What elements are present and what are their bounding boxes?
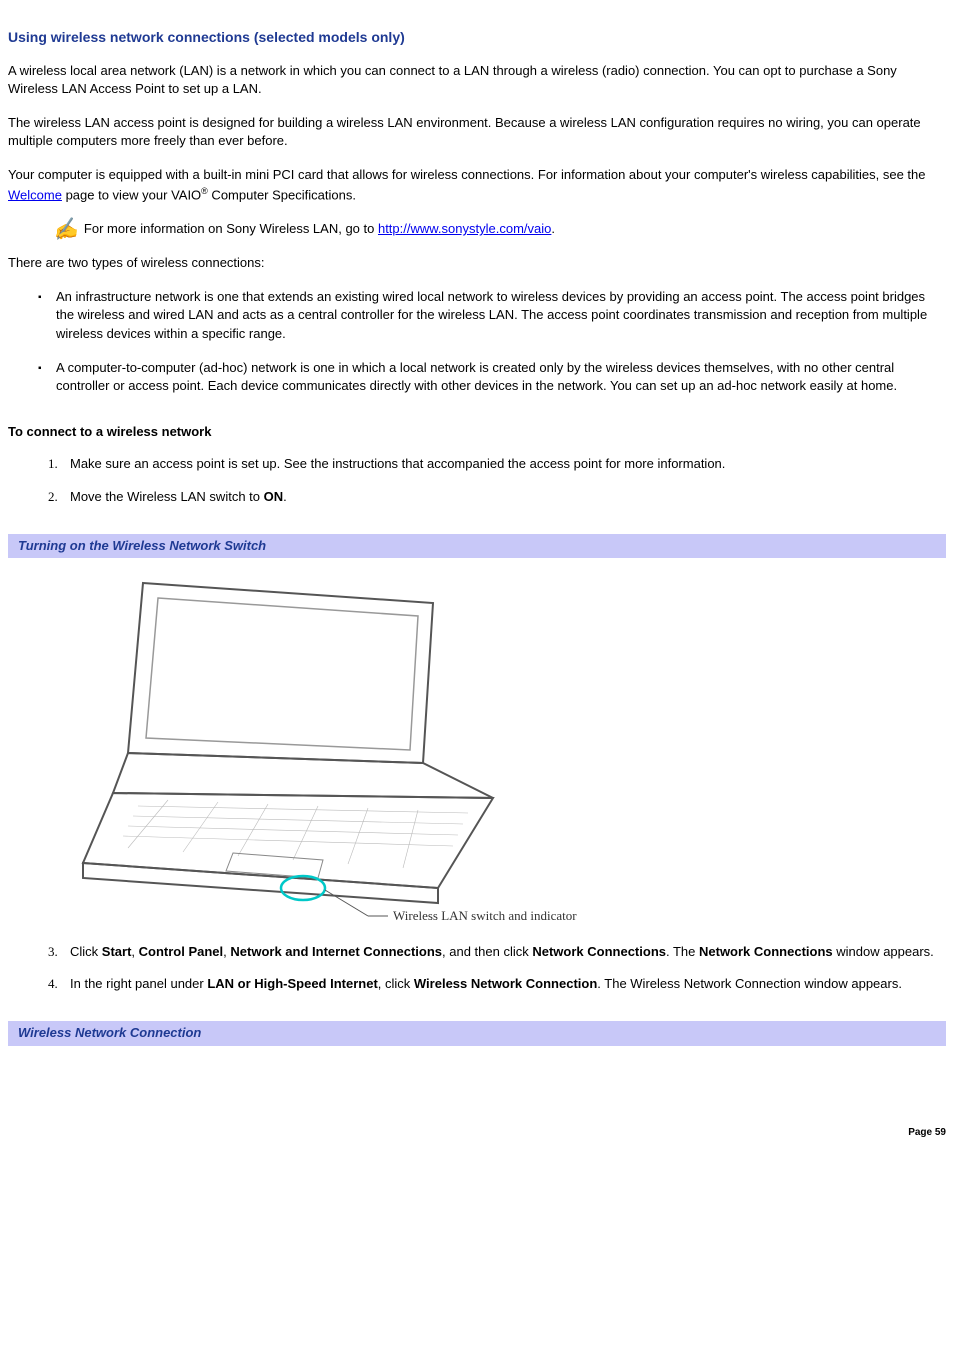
laptop-illustration: Wireless LAN switch and indicator <box>68 568 668 928</box>
paragraph-3: Your computer is equipped with a built-i… <box>8 166 946 204</box>
note-text: For more information on Sony Wireless LA… <box>84 220 555 238</box>
step-item: Click Start, Control Panel, Network and … <box>48 943 946 961</box>
page-number: Page 59 <box>8 1126 946 1140</box>
step3-the: . The <box>666 944 699 959</box>
page-heading: Using wireless network connections (sele… <box>8 28 946 48</box>
step4-a: In the right panel under <box>70 976 207 991</box>
para3-text-a: Your computer is equipped with a built-i… <box>8 167 926 182</box>
sonystyle-link[interactable]: http://www.sonystyle.com/vaio <box>378 221 551 236</box>
step2-on: ON <box>264 489 284 504</box>
step3-b: window appears. <box>833 944 934 959</box>
step3-then: , and then click <box>442 944 532 959</box>
step-item: Make sure an access point is set up. See… <box>48 455 946 473</box>
list-item: A computer-to-computer (ad-hoc) network … <box>38 359 946 395</box>
steps-list-b: Click Start, Control Panel, Network and … <box>8 943 946 993</box>
step4-b: . The Wireless Network Connection window… <box>597 976 902 991</box>
note-text-a: For more information on Sony Wireless LA… <box>84 221 378 236</box>
figure-caption: Wireless LAN switch and indicator <box>393 908 577 923</box>
step3-nc: Network Connections <box>532 944 666 959</box>
connection-types-list: An infrastructure network is one that ex… <box>8 288 946 395</box>
subheading-connect: To connect to a wireless network <box>8 423 946 441</box>
step4-click: , click <box>378 976 414 991</box>
note-pencil-icon: ✍ <box>51 218 79 242</box>
step3-nc2: Network Connections <box>699 944 833 959</box>
note-text-b: . <box>551 221 555 236</box>
step3-cp: Control Panel <box>139 944 224 959</box>
para3-text-b: page to view your VAIO <box>62 187 201 202</box>
step2-text-a: Move the Wireless LAN switch to <box>70 489 264 504</box>
paragraph-4: There are two types of wireless connecti… <box>8 254 946 272</box>
paragraph-2: The wireless LAN access point is designe… <box>8 114 946 150</box>
steps-list-a: Make sure an access point is set up. See… <box>8 455 946 505</box>
paragraph-1: A wireless local area network (LAN) is a… <box>8 62 946 98</box>
blue-bar-wnc: Wireless Network Connection <box>8 1021 946 1045</box>
para3-text-c: Computer Specifications. <box>208 187 356 202</box>
step3-nic: Network and Internet Connections <box>230 944 442 959</box>
step3-sep1: , <box>131 944 138 959</box>
step4-wnc: Wireless Network Connection <box>414 976 597 991</box>
step4-lan: LAN or High-Speed Internet <box>207 976 377 991</box>
step2-text-b: . <box>283 489 287 504</box>
list-item: An infrastructure network is one that ex… <box>38 288 946 343</box>
step-item: Move the Wireless LAN switch to ON. <box>48 488 946 506</box>
welcome-link[interactable]: Welcome <box>8 187 62 202</box>
step-item: In the right panel under LAN or High-Spe… <box>48 975 946 993</box>
step3-a: Click <box>70 944 102 959</box>
step3-start: Start <box>102 944 132 959</box>
registered-mark: ® <box>201 186 208 196</box>
blue-bar-switch: Turning on the Wireless Network Switch <box>8 534 946 558</box>
laptop-figure: Wireless LAN switch and indicator <box>68 568 946 933</box>
